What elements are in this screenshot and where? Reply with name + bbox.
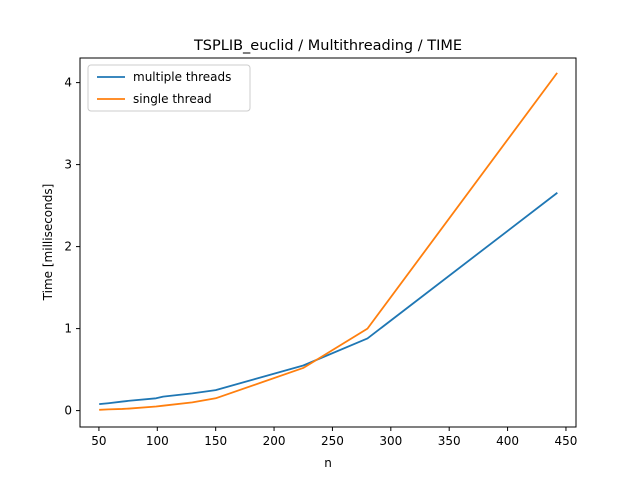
x-tick-label: 250 bbox=[321, 434, 344, 448]
x-tick-label: 150 bbox=[204, 434, 227, 448]
x-tick-label: 350 bbox=[438, 434, 461, 448]
y-tick-label: 2 bbox=[64, 240, 72, 254]
x-tick-label: 100 bbox=[146, 434, 169, 448]
y-axis-label: Time [milliseconds] bbox=[41, 184, 55, 302]
x-tick-label: 50 bbox=[91, 434, 106, 448]
axes-frame bbox=[79, 57, 577, 428]
x-tick-label: 450 bbox=[555, 434, 578, 448]
axes-layer: 50 100 150 200 250 300 350 400 450 0 1 2 3 4 bbox=[64, 57, 578, 448]
x-tick-label: 200 bbox=[263, 434, 286, 448]
legend: multiple threads single thread bbox=[87, 64, 251, 112]
legend-label-single-thread: single thread bbox=[133, 92, 212, 106]
legend-label-multiple-threads: multiple threads bbox=[133, 70, 231, 84]
x-axis-label: n bbox=[324, 456, 332, 470]
y-tick-label: 3 bbox=[64, 158, 72, 172]
x-tick-label: 300 bbox=[379, 434, 402, 448]
series-line-multiple-threads bbox=[99, 192, 558, 406]
series-line-single-thread bbox=[99, 72, 558, 411]
x-tick-label: 400 bbox=[496, 434, 519, 448]
y-tick-label: 0 bbox=[64, 404, 72, 418]
y-tick-label: 1 bbox=[64, 322, 72, 336]
legend-box bbox=[87, 64, 251, 112]
chart-title: TSPLIB_euclid / Multithreading / TIME bbox=[193, 38, 462, 54]
series-layer bbox=[99, 72, 558, 411]
y-tick-label: 4 bbox=[64, 76, 72, 90]
